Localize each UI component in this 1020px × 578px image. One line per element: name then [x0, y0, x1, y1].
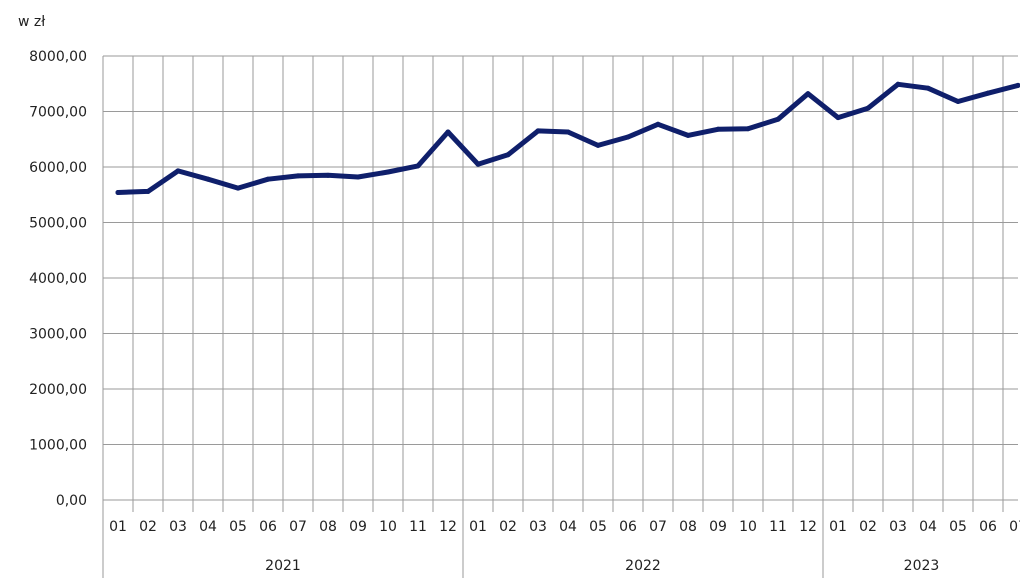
series-point	[685, 132, 691, 138]
series-point	[745, 126, 751, 132]
x-year-label: 2022	[625, 558, 661, 574]
x-tick-month: 03	[169, 519, 187, 535]
series-point	[445, 129, 451, 135]
series-point	[715, 126, 721, 132]
x-tick-month: 08	[319, 519, 337, 535]
x-tick-month: 05	[229, 519, 247, 535]
y-tick-label: 2000,00	[29, 382, 87, 398]
y-axis-ticks: 0,00 1000,00 2000,00 3000,00 4000,00 5000,00 6…	[29, 49, 87, 509]
series-points	[115, 81, 1020, 196]
x-year-label: 2023	[904, 558, 940, 574]
x-tick-month: 04	[199, 519, 217, 535]
x-tick-month: 05	[949, 519, 967, 535]
series-point	[205, 176, 211, 182]
x-tick-month: 09	[709, 519, 727, 535]
y-tick-label: 5000,00	[29, 216, 87, 232]
x-tick-month: 06	[259, 519, 277, 535]
series-point	[775, 116, 781, 122]
y-tick-label: 8000,00	[29, 49, 87, 65]
series-point	[865, 105, 871, 111]
x-tick-month: 07	[289, 519, 307, 535]
series-point	[235, 185, 241, 191]
y-tick-label: 1000,00	[29, 438, 87, 454]
x-tick-month: 12	[439, 519, 457, 535]
series-point	[1015, 82, 1020, 88]
x-tick-month: 02	[139, 519, 157, 535]
x-tick-month: 08	[679, 519, 697, 535]
x-tick-month: 11	[769, 519, 787, 535]
series-point	[805, 91, 811, 97]
x-tick-month: 07	[1009, 519, 1020, 535]
series-point	[115, 190, 121, 196]
x-tick-month: 11	[409, 519, 427, 535]
series-point	[955, 99, 961, 105]
series-point	[265, 176, 271, 182]
series-point	[925, 85, 931, 91]
series-point	[655, 121, 661, 127]
y-axis-unit-label: w zł	[18, 14, 45, 30]
x-tick-month: 01	[109, 519, 127, 535]
series-point	[355, 174, 361, 180]
x-axis-month-ticks: 01 02 03 04 05 06 07 08 09 10 11 12 01 02 03 04 05 06 07 08…	[109, 519, 1020, 535]
x-tick-month: 06	[619, 519, 637, 535]
series-point	[985, 90, 991, 96]
x-tick-month: 09	[349, 519, 367, 535]
y-tick-label: 4000,00	[29, 271, 87, 287]
x-tick-month: 02	[859, 519, 877, 535]
series-point	[505, 152, 511, 158]
series-point	[625, 134, 631, 140]
x-tick-month: 03	[529, 519, 547, 535]
series-point	[415, 163, 421, 169]
grid-lines	[102, 55, 1018, 578]
y-tick-label: 0,00	[56, 493, 87, 509]
series-point	[835, 115, 841, 121]
x-tick-month: 04	[919, 519, 937, 535]
series-point	[145, 188, 151, 194]
series-point	[595, 142, 601, 148]
series-point	[385, 169, 391, 175]
series-point	[565, 129, 571, 135]
series-point	[535, 128, 541, 134]
x-tick-month: 03	[889, 519, 907, 535]
x-tick-month: 05	[589, 519, 607, 535]
x-tick-month: 07	[649, 519, 667, 535]
x-tick-month: 06	[979, 519, 997, 535]
series-point	[295, 173, 301, 179]
x-tick-month: 01	[469, 519, 487, 535]
x-tick-month: 10	[379, 519, 397, 535]
x-tick-month: 10	[739, 519, 757, 535]
series-point	[325, 172, 331, 178]
y-tick-label: 6000,00	[29, 160, 87, 176]
series-point	[175, 168, 181, 174]
x-axis-year-labels: 2021 2022 2023	[265, 558, 939, 574]
y-tick-label: 7000,00	[29, 105, 87, 121]
x-tick-month: 01	[829, 519, 847, 535]
x-tick-month: 12	[799, 519, 817, 535]
y-tick-label: 3000,00	[29, 327, 87, 343]
x-year-label: 2021	[265, 558, 301, 574]
x-tick-month: 02	[499, 519, 517, 535]
series-point	[895, 81, 901, 87]
series-point	[475, 161, 481, 167]
x-tick-month: 04	[559, 519, 577, 535]
